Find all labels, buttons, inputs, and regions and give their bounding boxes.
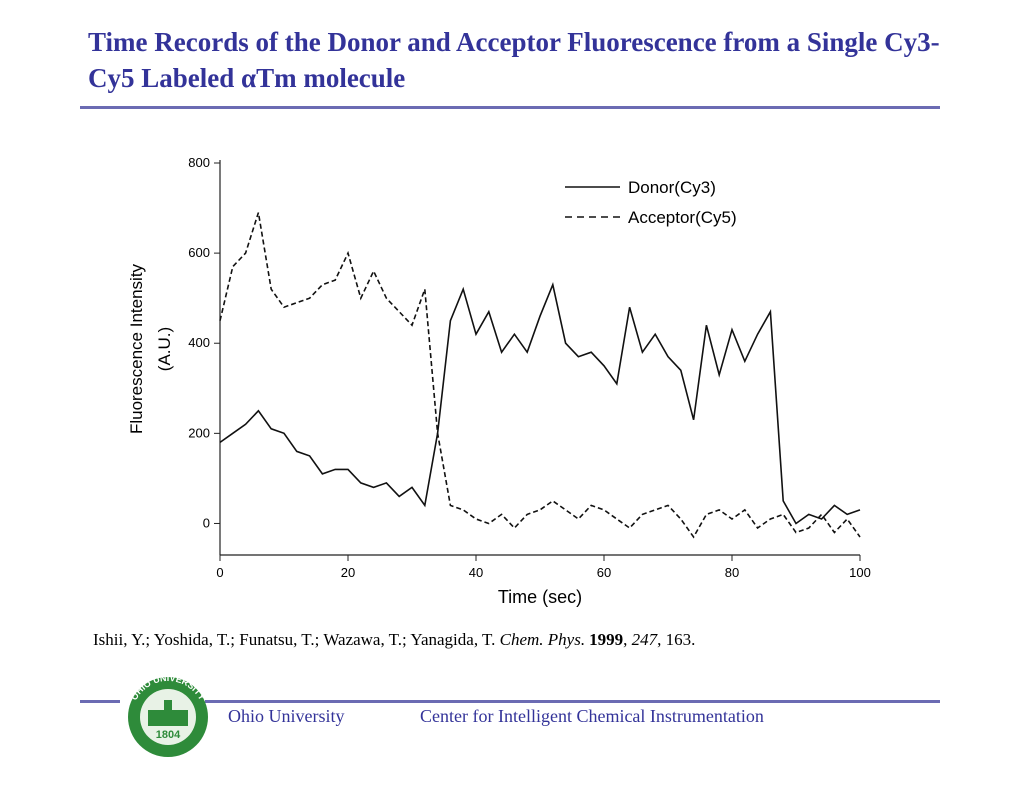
legend-label: Acceptor(Cy5) [628, 208, 737, 227]
y-tick-label: 200 [188, 425, 210, 440]
citation-part: , [623, 630, 632, 649]
logo-year: 1804 [156, 729, 181, 741]
x-tick-label: 40 [469, 565, 483, 580]
y-axis-label: Fluorescence Intensity [127, 263, 146, 434]
citation-part: Ishii, Y.; Yoshida, T.; Funatsu, T.; Waz… [93, 630, 500, 649]
y-tick-label: 0 [203, 515, 210, 530]
x-tick-label: 80 [725, 565, 739, 580]
x-tick-label: 0 [216, 565, 223, 580]
slide-title: Time Records of the Donor and Acceptor F… [88, 27, 940, 93]
y-tick-label: 400 [188, 335, 210, 350]
citation-part: Chem. Phys. [499, 630, 586, 649]
citation-part: 1999 [589, 630, 624, 649]
series-line [219, 282, 861, 525]
y-axis-label: (A.U.) [155, 327, 174, 371]
x-axis-label: Time (sec) [498, 587, 582, 607]
series-line [219, 212, 861, 539]
logo-tower [164, 700, 172, 710]
legend-label: Donor(Cy3) [628, 178, 716, 197]
footer-right: Center for Intelligent Chemical Instrume… [420, 706, 764, 726]
citation: Ishii, Y.; Yoshida, T.; Funatsu, T.; Waz… [93, 630, 695, 650]
citation-part: 247 [631, 630, 658, 649]
footer-left: Ohio University [228, 706, 345, 726]
footer-rule [80, 700, 120, 703]
logo: OHIO UNIVERSITY 1804 [128, 673, 208, 757]
citation-part: , 163. [657, 630, 696, 649]
logo-building [148, 710, 188, 726]
y-tick-label: 600 [188, 245, 210, 260]
x-tick-label: 100 [849, 565, 871, 580]
footer-rule [205, 700, 940, 703]
y-tick-label: 800 [188, 155, 210, 170]
x-tick-label: 20 [341, 565, 355, 580]
x-tick-label: 60 [597, 565, 611, 580]
chart: 0 200 400 600 800 0 20 40 60 80 100 Time (sec) Fluor… [127, 155, 871, 607]
title-rule [80, 106, 940, 109]
